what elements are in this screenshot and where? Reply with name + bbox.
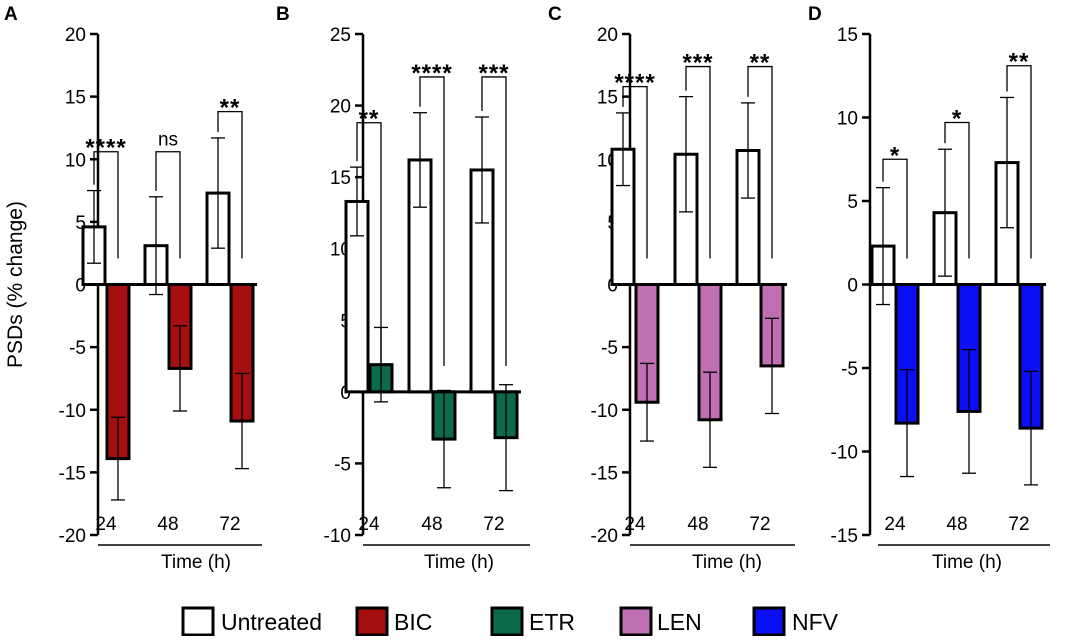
- significance-bracket: [155, 151, 181, 259]
- significance-label: ****: [614, 70, 655, 97]
- y-tick-label: -5: [334, 454, 351, 475]
- x-category-label: 24: [358, 514, 380, 535]
- y-tick-label: 15: [597, 88, 618, 109]
- y-tick-label: 20: [65, 25, 86, 46]
- panel-letter: B: [276, 4, 290, 25]
- x-category-label: 24: [884, 514, 906, 535]
- y-tick-label: 0: [607, 276, 618, 297]
- y-tick-label: 10: [837, 109, 858, 130]
- x-axis-title: Time (h): [424, 552, 494, 573]
- significance-label: ns: [158, 130, 178, 151]
- y-tick-label: -20: [591, 526, 618, 547]
- x-category-label: 48: [687, 514, 708, 535]
- x-axis-title: Time (h): [692, 552, 762, 573]
- significance-label: ***: [682, 50, 713, 77]
- legend-swatch-etr: [490, 606, 524, 637]
- y-tick-label: -10: [591, 401, 618, 422]
- significance-label: **: [1009, 49, 1030, 76]
- panel-a: A 20 15 10 5 0 -5 -10 -15 -20 PSDs (% change) **** n…: [4, 4, 262, 573]
- y-tick-label: 0: [75, 276, 86, 297]
- panel-letter: A: [4, 4, 18, 25]
- panel-letter: D: [808, 4, 822, 25]
- y-tick-label: -20: [59, 526, 86, 547]
- legend-swatch-nfv: [752, 606, 786, 637]
- x-category-label: 24: [624, 514, 646, 535]
- y-axis-title: PSDs (% change): [4, 201, 27, 368]
- significance-bracket: [1006, 65, 1032, 259]
- significance-bracket: [356, 122, 382, 366]
- y-tick-label: -5: [841, 359, 858, 380]
- y-tick-label: 10: [65, 150, 86, 171]
- x-category-label: 48: [946, 514, 967, 535]
- legend-swatch-bic: [355, 606, 389, 637]
- y-tick-label: 15: [837, 25, 858, 46]
- y-tick-label: 0: [847, 276, 858, 297]
- y-tick-label: 15: [330, 168, 351, 189]
- y-tick-label: 20: [597, 25, 618, 46]
- significance-bracket: [217, 111, 243, 259]
- y-tick-label: -15: [591, 463, 618, 484]
- y-tick-label: -5: [69, 338, 86, 359]
- significance-label: ****: [85, 135, 126, 162]
- legend-swatch-untreated: [181, 606, 215, 637]
- significance-bracket: [419, 76, 445, 366]
- legend-label-bic: BIC: [394, 609, 432, 635]
- significance-label: ****: [411, 60, 452, 87]
- panel-letter: C: [548, 4, 562, 25]
- y-tick-label: 25: [330, 25, 351, 46]
- significance-label: *: [952, 106, 962, 133]
- significance-label: ***: [478, 60, 509, 87]
- x-axis-title: Time (h): [932, 552, 1002, 573]
- y-tick-label: 20: [330, 97, 351, 118]
- legend-swatch-len: [619, 606, 653, 637]
- y-tick-label: -15: [831, 526, 858, 547]
- significance-label: **: [750, 50, 771, 77]
- x-category-label: 72: [483, 514, 504, 535]
- y-tick-label: -5: [601, 338, 618, 359]
- significance-bracket: [747, 65, 773, 259]
- significance-bracket: [685, 65, 711, 259]
- legend-label-untreated: Untreated: [221, 609, 322, 635]
- significance-label: *: [890, 142, 900, 169]
- y-tick-label: -10: [831, 443, 858, 464]
- y-tick-label: 15: [65, 88, 86, 109]
- x-axis-title: Time (h): [161, 552, 231, 573]
- legend-label-nfv: NFV: [792, 609, 839, 635]
- y-tick-label: 5: [847, 192, 858, 213]
- x-category-label: 72: [1008, 514, 1029, 535]
- significance-bracket: [882, 158, 908, 259]
- x-category-label: 48: [421, 514, 442, 535]
- x-category-label: 24: [95, 514, 117, 535]
- legend-label-len: LEN: [657, 609, 702, 635]
- panel-c: C20151050-5-10-15-20*********244872Time …: [548, 4, 795, 573]
- significance-bracket: [481, 76, 507, 366]
- y-tick-label: -15: [59, 463, 86, 484]
- significance-bracket: [93, 151, 119, 259]
- significance-label: **: [220, 95, 241, 122]
- x-category-label: 72: [219, 514, 240, 535]
- significance-label: **: [359, 106, 380, 133]
- y-tick-label: -10: [59, 401, 86, 422]
- legend: Untreated BIC ETR LEN NFV: [181, 606, 839, 637]
- significance-bracket: [944, 121, 970, 259]
- significance-bracket: [622, 85, 648, 259]
- x-category-label: 48: [157, 514, 178, 535]
- y-tick-label: 5: [75, 213, 86, 234]
- y-tick-label: -10: [324, 526, 351, 547]
- x-category-label: 72: [749, 514, 770, 535]
- legend-label-etr: ETR: [529, 609, 575, 635]
